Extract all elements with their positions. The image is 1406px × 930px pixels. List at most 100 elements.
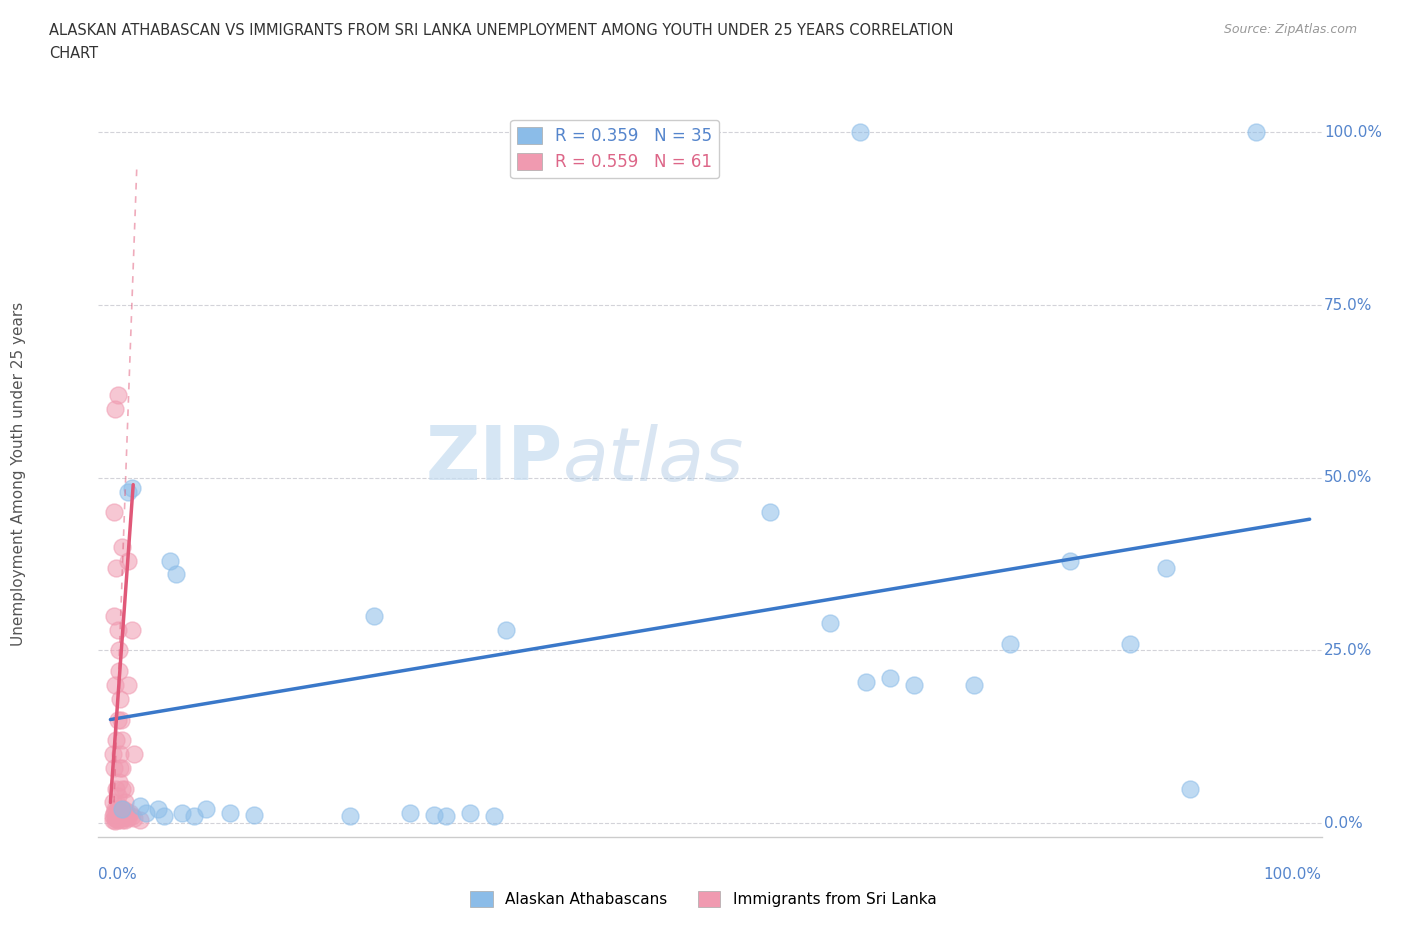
Text: 100.0%: 100.0% [1324,125,1382,140]
Point [104,814,127,829]
Point [101,812,124,827]
Point [121,622,143,637]
Point [148,802,170,817]
Legend: Alaskan Athabascans, Immigrants from Sri Lanka: Alaskan Athabascans, Immigrants from Sri… [464,884,942,913]
Text: 100.0%: 100.0% [1264,867,1322,882]
Point [183,809,205,824]
Point [114,807,136,822]
Text: atlas: atlas [564,424,745,496]
Point [121,481,143,496]
Point [108,799,131,814]
Point [903,678,925,693]
Point [111,812,134,827]
Point [107,388,129,403]
Point [195,802,218,817]
Text: CHART: CHART [49,46,98,61]
Point [818,616,841,631]
Point [1244,125,1267,140]
Point [963,678,986,693]
Point [434,809,457,824]
Point [1119,636,1142,651]
Point [117,678,139,693]
Text: ALASKAN ATHABASCAN VS IMMIGRANTS FROM SRI LANKA UNEMPLOYMENT AMONG YOUTH UNDER 2: ALASKAN ATHABASCAN VS IMMIGRANTS FROM SR… [49,23,953,38]
Point [112,805,135,820]
Point [105,812,128,827]
Point [111,539,134,554]
Point [114,812,136,827]
Point [108,775,129,790]
Point [107,622,129,637]
Point [219,805,242,820]
Text: 50.0%: 50.0% [1324,471,1372,485]
Point [135,805,157,820]
Point [105,733,128,748]
Point [101,795,124,810]
Point [172,805,194,820]
Point [129,799,152,814]
Point [121,809,143,824]
Point [111,761,134,776]
Text: 25.0%: 25.0% [1324,643,1372,658]
Point [103,809,125,824]
Point [111,781,134,796]
Legend: R = 0.359   N = 35, R = 0.559   N = 61: R = 0.359 N = 35, R = 0.559 N = 61 [510,120,720,178]
Point [115,809,138,824]
Point [104,810,127,825]
Point [112,810,135,825]
Text: Source: ZipAtlas.com: Source: ZipAtlas.com [1223,23,1357,36]
Point [101,747,124,762]
Point [759,505,782,520]
Point [107,805,129,820]
Point [110,807,132,822]
Point [129,812,152,827]
Point [114,781,136,796]
Point [114,795,136,810]
Point [482,809,505,824]
Text: 0.0%: 0.0% [98,867,138,882]
Point [855,674,877,689]
Point [105,802,128,817]
Point [117,485,139,499]
Point [339,809,361,824]
Point [998,636,1021,651]
Point [159,553,181,568]
Point [104,678,127,693]
Point [124,747,146,762]
Point [117,553,139,568]
Point [495,622,517,637]
Text: ZIP: ZIP [426,423,564,497]
Point [105,781,128,796]
Point [879,671,901,685]
Point [111,809,134,824]
Point [107,712,129,727]
Point [153,809,176,824]
Point [104,401,127,416]
Point [110,810,132,825]
Point [111,733,134,748]
Point [363,608,385,623]
Point [108,664,129,679]
Point [111,802,134,817]
Point [458,805,481,820]
Point [117,810,139,825]
Point [108,643,129,658]
Point [165,567,187,582]
Point [103,505,125,520]
Point [107,788,129,803]
Point [1059,553,1081,568]
Point [124,810,146,825]
Point [115,804,138,818]
Point [111,802,134,817]
Point [104,802,127,817]
Point [108,747,131,762]
Point [108,691,131,706]
Point [243,807,266,822]
Point [1178,781,1201,796]
Point [399,805,422,820]
Point [103,608,125,623]
Text: 0.0%: 0.0% [1324,816,1362,830]
Point [849,125,872,140]
Point [107,812,129,827]
Point [423,807,446,822]
Point [118,805,141,820]
